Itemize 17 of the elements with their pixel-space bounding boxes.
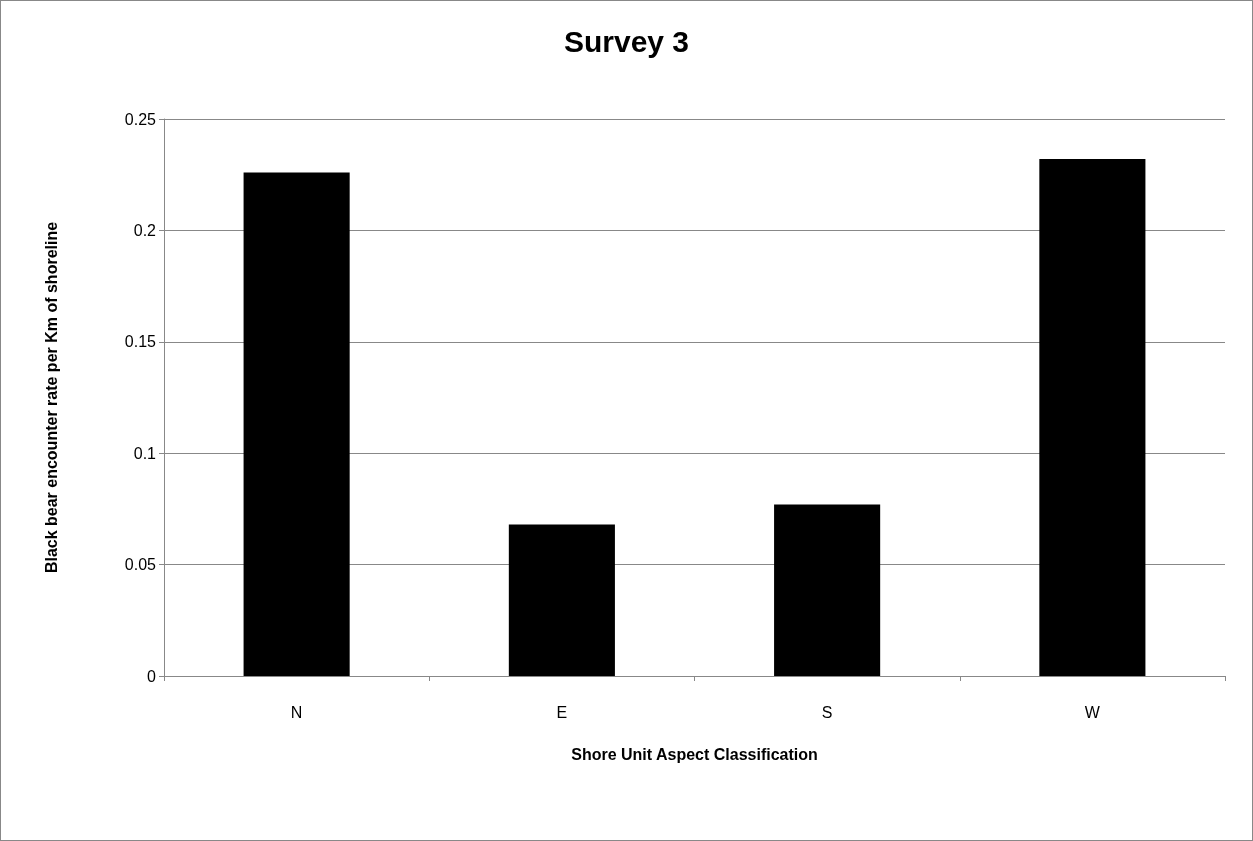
y-axis-title: Black bear encounter rate per Km of shoreline bbox=[42, 221, 60, 574]
y-tick-label: 0.25 bbox=[124, 110, 157, 128]
y-tick-label: 0 bbox=[147, 667, 157, 685]
y-tick-label: 0.1 bbox=[133, 444, 157, 462]
x-tick-label: S bbox=[821, 703, 833, 721]
x-tick-label: N bbox=[290, 703, 303, 721]
y-tick-label: 0.2 bbox=[133, 221, 157, 239]
bar bbox=[774, 504, 881, 676]
x-tick-label: W bbox=[1084, 703, 1101, 721]
x-tick-label: E bbox=[556, 703, 568, 721]
bar bbox=[508, 524, 615, 676]
y-tick-label: 0.15 bbox=[124, 333, 157, 351]
bar bbox=[1039, 159, 1146, 676]
x-axis-title: Shore Unit Aspect Classification bbox=[571, 745, 818, 763]
y-tick-label: 0.05 bbox=[124, 556, 157, 574]
bar bbox=[243, 172, 350, 676]
chart-title: Survey 3 bbox=[563, 24, 690, 58]
